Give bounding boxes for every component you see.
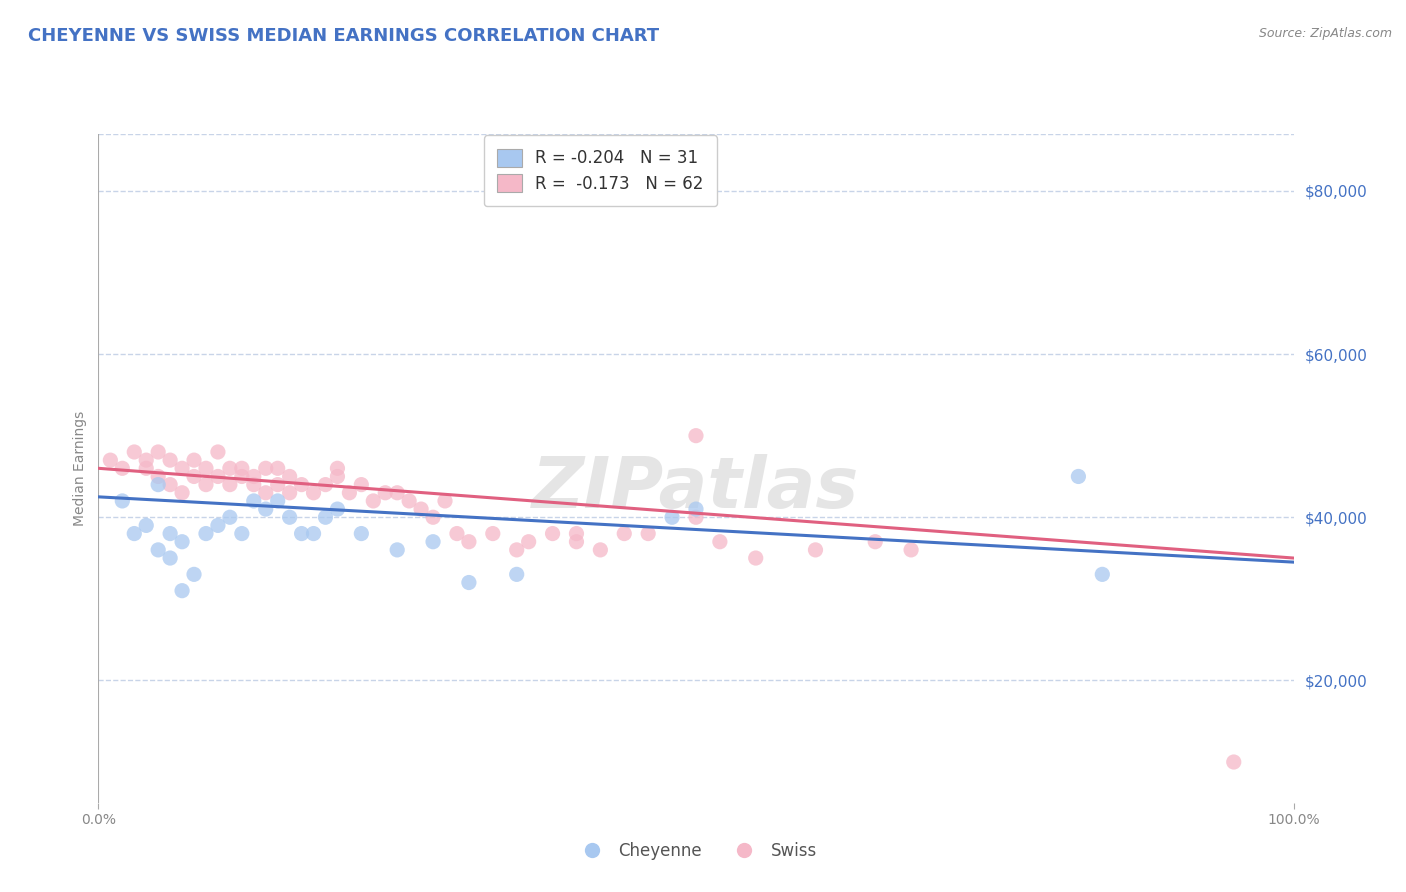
Point: [458, 534, 481, 549]
Point: [290, 477, 312, 491]
Point: [302, 485, 325, 500]
Point: [326, 461, 349, 475]
Point: [148, 469, 170, 483]
Point: [172, 485, 194, 500]
Point: [565, 534, 588, 549]
Point: [900, 542, 922, 557]
Point: [315, 510, 337, 524]
Point: [254, 502, 277, 516]
Point: [172, 461, 194, 475]
Point: [219, 510, 242, 524]
Point: [124, 526, 146, 541]
Point: [172, 583, 194, 598]
Point: [159, 551, 181, 566]
Point: [350, 526, 373, 541]
Point: [422, 510, 444, 524]
Point: [458, 575, 481, 590]
Point: [183, 469, 205, 483]
Point: [506, 567, 529, 582]
Point: [219, 461, 242, 475]
Point: [124, 445, 146, 459]
Point: [745, 551, 768, 566]
Point: [172, 534, 194, 549]
Point: [385, 485, 409, 500]
Point: [207, 445, 229, 459]
Point: [385, 542, 409, 557]
Point: [302, 526, 325, 541]
Text: CHEYENNE VS SWISS MEDIAN EARNINGS CORRELATION CHART: CHEYENNE VS SWISS MEDIAN EARNINGS CORREL…: [28, 27, 659, 45]
Point: [278, 485, 301, 500]
Point: [337, 485, 360, 500]
Point: [1091, 567, 1114, 582]
Point: [159, 477, 181, 491]
Point: [267, 461, 290, 475]
Point: [398, 494, 420, 508]
Point: [326, 469, 349, 483]
Point: [111, 461, 134, 475]
Point: [613, 526, 636, 541]
Point: [278, 469, 301, 483]
Point: [863, 534, 886, 549]
Point: [433, 494, 456, 508]
Point: [111, 494, 134, 508]
Point: [219, 477, 242, 491]
Point: [183, 567, 205, 582]
Point: [506, 542, 529, 557]
Point: [1067, 469, 1090, 483]
Legend: Cheyenne, Swiss: Cheyenne, Swiss: [567, 833, 825, 868]
Point: [159, 453, 181, 467]
Point: [135, 461, 157, 475]
Point: [243, 494, 266, 508]
Point: [243, 469, 266, 483]
Point: [148, 542, 170, 557]
Point: [422, 534, 444, 549]
Point: [254, 461, 277, 475]
Point: [231, 461, 253, 475]
Point: [267, 477, 290, 491]
Text: Source: ZipAtlas.com: Source: ZipAtlas.com: [1258, 27, 1392, 40]
Point: [148, 477, 170, 491]
Point: [709, 534, 731, 549]
Point: [374, 485, 396, 500]
Point: [135, 518, 157, 533]
Point: [194, 461, 217, 475]
Point: [685, 510, 707, 524]
Point: [326, 502, 349, 516]
Point: [481, 526, 505, 541]
Point: [231, 526, 253, 541]
Point: [315, 477, 337, 491]
Point: [589, 542, 612, 557]
Point: [804, 542, 827, 557]
Point: [135, 453, 157, 467]
Point: [183, 453, 205, 467]
Point: [148, 445, 170, 459]
Point: [517, 534, 540, 549]
Point: [446, 526, 468, 541]
Point: [207, 469, 229, 483]
Point: [363, 494, 385, 508]
Y-axis label: Median Earnings: Median Earnings: [73, 410, 87, 526]
Point: [1222, 755, 1246, 769]
Point: [98, 453, 122, 467]
Point: [278, 510, 301, 524]
Point: [207, 518, 229, 533]
Point: [685, 502, 707, 516]
Point: [194, 477, 217, 491]
Point: [350, 477, 373, 491]
Point: [637, 526, 659, 541]
Point: [194, 526, 217, 541]
Point: [243, 477, 266, 491]
Point: [231, 469, 253, 483]
Point: [661, 510, 683, 524]
Point: [290, 526, 312, 541]
Point: [565, 526, 588, 541]
Point: [254, 485, 277, 500]
Point: [159, 526, 181, 541]
Point: [685, 428, 707, 442]
Point: [267, 494, 290, 508]
Point: [411, 502, 433, 516]
Text: ZIPatlas: ZIPatlas: [533, 454, 859, 523]
Point: [541, 526, 564, 541]
